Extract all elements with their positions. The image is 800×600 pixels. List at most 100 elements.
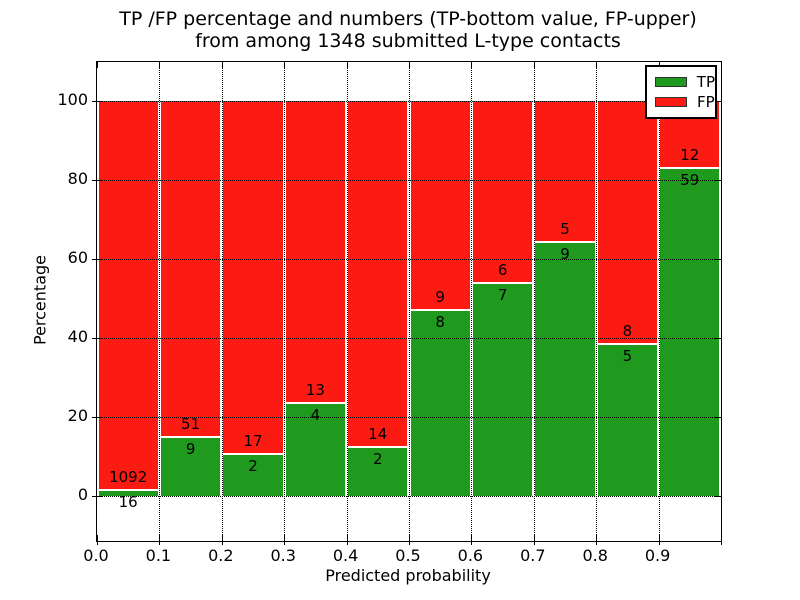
bar-segment-fp	[98, 101, 158, 490]
chart-title-line1: TP /FP percentage and numbers (TP-bottom…	[119, 8, 697, 30]
x-tick-label: 0.8	[582, 546, 608, 565]
bar-labels-layer: 1092 16 51 9 17 2 13 4 14 2 9 8 6 7 5 9 8 5 12 59	[97, 62, 721, 541]
x-tick-mark	[221, 62, 223, 68]
x-tick-label: 0.3	[270, 546, 296, 565]
bar-segment-fp	[472, 101, 533, 283]
x-tick-mark	[346, 62, 348, 68]
bar-segment-tp	[660, 168, 720, 496]
y-tick-mark	[92, 259, 96, 260]
bar-label-tp: 2	[373, 449, 383, 468]
y-tick-mark	[92, 180, 96, 181]
bar-label-fp: 9	[435, 288, 445, 307]
bar-label-tp: 5	[622, 347, 633, 366]
x-tick-mark	[471, 535, 473, 541]
bar-segment-tp	[98, 491, 158, 496]
x-tick-label: 0.4	[332, 546, 359, 565]
x-tick-mark	[159, 541, 161, 545]
x-tick-mark	[471, 541, 473, 545]
y-tick-mark	[92, 496, 96, 497]
bar-label-fp: 8	[622, 322, 633, 341]
x-tick-label: 0.1	[145, 546, 172, 565]
bars-layer	[97, 62, 721, 541]
bar-label-fp: 51	[181, 414, 201, 433]
bar-label-tp: 4	[310, 406, 321, 425]
bar-label-fp: 5	[560, 220, 570, 239]
x-tick-label: 0.7	[520, 546, 546, 565]
v-gridline	[471, 62, 473, 541]
x-tick-mark	[658, 541, 660, 545]
x-tick-label: 0.2	[208, 546, 234, 565]
y-tick-label: 80	[67, 169, 88, 188]
x-tick-label: 0.6	[457, 546, 484, 565]
chart-title: TP /FP percentage and numbers (TP-bottom…	[119, 8, 697, 52]
y-axis-label: Percentage	[30, 254, 50, 346]
legend-row-fp: FP	[655, 92, 715, 112]
v-gridline	[596, 62, 598, 541]
x-tick-mark	[721, 541, 722, 545]
y-tick-label: 40	[67, 327, 88, 346]
bar-label-fp: 17	[243, 432, 263, 451]
x-tick-mark	[284, 541, 286, 545]
bar-segment-tp	[535, 243, 595, 496]
x-tick-mark	[409, 535, 410, 541]
bar-segment-fp	[223, 101, 283, 454]
y-tick-mark	[92, 338, 96, 339]
x-tick-mark	[658, 535, 660, 541]
legend-row-tp: TP	[655, 72, 715, 92]
bar-label-tp: 2	[248, 457, 258, 476]
tick-marks-layer	[92, 62, 722, 545]
bar-segment-fp	[597, 101, 658, 344]
v-gridline	[658, 62, 660, 541]
x-axis-label: Predicted probability	[325, 566, 491, 585]
v-gridline	[221, 62, 223, 541]
chart-title-line2: from among 1348 submitted L-type contact…	[195, 30, 621, 52]
y-tick-mark	[92, 417, 96, 418]
bar-label-fp: 6	[497, 261, 508, 280]
v-gridline	[409, 62, 410, 541]
x-tick-mark	[596, 62, 598, 68]
y-tick-mark	[97, 259, 103, 260]
bar-segment-fp	[535, 101, 595, 242]
y-tick-mark	[715, 338, 721, 339]
y-tick-label: 60	[67, 248, 88, 267]
x-tick-mark	[284, 535, 286, 541]
y-tick-mark	[97, 338, 103, 339]
bar-segment-tp	[597, 345, 658, 496]
bar-label-fp: 1092	[109, 468, 148, 487]
bar-segment-tp	[223, 455, 283, 496]
y-tick-label: 100	[57, 90, 88, 109]
x-tick-mark	[346, 535, 348, 541]
plot-area: 1092 16 51 9 17 2 13 4 14 2 9 8 6 7 5 9 8 5 12 59	[92, 61, 722, 545]
x-tick-mark	[97, 541, 98, 545]
y-tick-label: 20	[67, 406, 88, 425]
bar-label-fp: 13	[305, 381, 325, 400]
x-tick-mark	[97, 62, 98, 68]
y-tick-mark	[715, 417, 721, 418]
x-tick-mark	[409, 62, 410, 68]
legend-label-fp: FP	[697, 92, 715, 111]
y-tick-mark	[92, 101, 96, 102]
legend-label-tp: TP	[696, 72, 715, 91]
bar-label-tp: 9	[560, 245, 570, 264]
bar-label-tp: 8	[435, 313, 445, 332]
bar-label-fp: 14	[368, 424, 388, 443]
bar-segment-fp	[160, 101, 221, 436]
x-tick-mark	[221, 535, 223, 541]
bar-segment-fp	[348, 101, 408, 446]
x-tick-mark	[409, 541, 410, 545]
y-tick-mark	[715, 259, 721, 260]
v-gridline	[284, 62, 286, 541]
x-tick-mark	[346, 541, 348, 545]
x-tick-mark	[533, 535, 535, 541]
x-tick-mark	[97, 535, 98, 541]
x-tick-mark	[721, 535, 722, 541]
x-tick-mark	[159, 62, 161, 68]
bar-segment-tp	[285, 404, 346, 496]
y-tick-mark	[97, 180, 103, 181]
y-tick-label: 0	[77, 485, 88, 504]
x-tick-mark	[533, 541, 535, 545]
bar-segment-tp	[472, 284, 533, 496]
y-tick-mark	[715, 496, 721, 497]
y-tick-mark	[97, 496, 103, 497]
bar-segment-tp	[160, 437, 221, 496]
